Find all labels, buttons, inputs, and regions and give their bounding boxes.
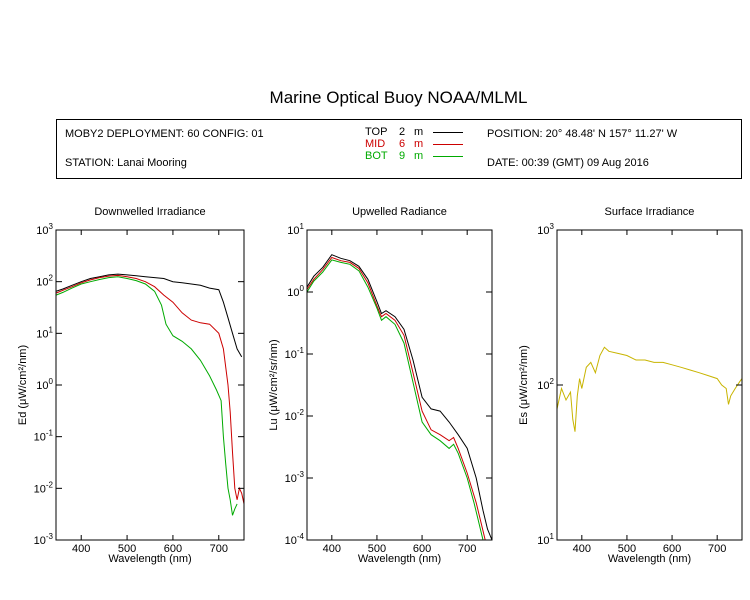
x-tick-label: 700 — [210, 543, 228, 555]
legend-name: TOP — [365, 126, 388, 138]
series-line-bot — [56, 276, 238, 516]
legend-line — [433, 156, 463, 157]
legend-name: BOT — [365, 150, 388, 162]
legend-item-top: TOP 2 m — [365, 126, 465, 138]
series-line-mid — [307, 256, 486, 540]
legend-item-bot: BOT 9 m — [365, 150, 465, 162]
plot-frame — [556, 229, 743, 541]
x-axis-label: Wavelength (nm) — [608, 553, 691, 565]
y-tick-label: 103 — [537, 222, 554, 237]
y-tick-label: 10-3 — [34, 532, 54, 547]
y-tick-label: 10-1 — [285, 346, 305, 361]
deployment-text: MOBY2 DEPLOYMENT: 60 CONFIG: 01 — [65, 128, 264, 140]
x-tick-label: 500 — [368, 543, 386, 555]
legend-unit: m — [414, 126, 424, 138]
legend-unit: m — [414, 138, 424, 150]
chart-panel-2: Upwelled Radiance 400 500 600 700 10-4 10-3 10-… — [268, 206, 493, 565]
plot-frame — [55, 229, 245, 541]
y-tick-label: 100 — [36, 377, 53, 392]
y-tick-label: 10-1 — [34, 429, 54, 444]
legend-item-mid: MID 6 m — [365, 138, 465, 150]
x-tick-label: 600 — [413, 543, 431, 555]
x-tick-label: 600 — [663, 543, 681, 555]
series-line-top — [56, 273, 243, 358]
x-tick-label: 500 — [618, 543, 636, 555]
y-tick-label: 100 — [287, 284, 304, 299]
x-tick-label: 600 — [164, 543, 182, 555]
y-tick-label: 101 — [287, 222, 304, 237]
station-text: STATION: Lanai Mooring — [65, 157, 187, 169]
x-tick-label: 400 — [323, 543, 341, 555]
y-tick-label: 10-4 — [285, 532, 305, 547]
chart-title: Downwelled Irradiance — [94, 206, 205, 218]
y-tick-label: 103 — [36, 222, 53, 237]
x-tick-label: 400 — [573, 543, 591, 555]
y-tick-label: 10-3 — [285, 470, 305, 485]
legend-depth: 2 — [399, 126, 406, 138]
plot-frame — [306, 229, 493, 541]
series-line-mid — [56, 274, 244, 505]
legend-line — [433, 144, 463, 145]
x-tick-label: 400 — [72, 543, 90, 555]
y-axis-label: Lu (μW/cm²/sr/nm) — [268, 339, 280, 430]
legend-unit: m — [414, 150, 424, 162]
date-text: DATE: 00:39 (GMT) 09 Aug 2016 — [487, 157, 649, 169]
series-line-top — [307, 254, 492, 540]
y-axis-label: Es (μW/cm²/nm) — [518, 345, 530, 425]
y-tick-label: 102 — [36, 274, 53, 289]
chart-title: Upwelled Radiance — [352, 206, 447, 218]
y-axis-label: Ed (μW/cm²/nm) — [17, 345, 29, 425]
x-tick-label: 500 — [118, 543, 136, 555]
y-tick-label: 102 — [537, 377, 554, 392]
x-axis-label: Wavelength (nm) — [108, 553, 191, 565]
x-axis-label: Wavelength (nm) — [358, 553, 441, 565]
y-tick-label: 10-2 — [34, 480, 54, 495]
y-tick-label: 10-2 — [285, 408, 305, 423]
y-tick-label: 101 — [36, 325, 53, 340]
legend-depth: 9 — [399, 150, 406, 162]
x-tick-label: 700 — [458, 543, 476, 555]
y-tick-label: 101 — [537, 532, 554, 547]
page-title: Marine Optical Buoy NOAA/MLML — [269, 88, 528, 107]
series-line-bot — [307, 259, 484, 540]
chart-panel-3: Surface Irradiance 400 500 600 700 101 102 103 W… — [518, 206, 743, 565]
legend-name: MID — [365, 138, 386, 150]
series-line-es — [557, 346, 742, 432]
legend-line — [433, 132, 463, 133]
legend-depth: 6 — [399, 138, 406, 150]
info-box: MOBY2 DEPLOYMENT: 60 CONFIG: 01 STATION:… — [56, 119, 742, 179]
chart-panel-1: Downwelled Irradiance 400 500 600 700 10-3 10-… — [17, 206, 245, 565]
chart-title: Surface Irradiance — [605, 206, 695, 218]
position-text: POSITION: 20° 48.48' N 157° 11.27' W — [487, 128, 678, 140]
x-tick-label: 700 — [708, 543, 726, 555]
